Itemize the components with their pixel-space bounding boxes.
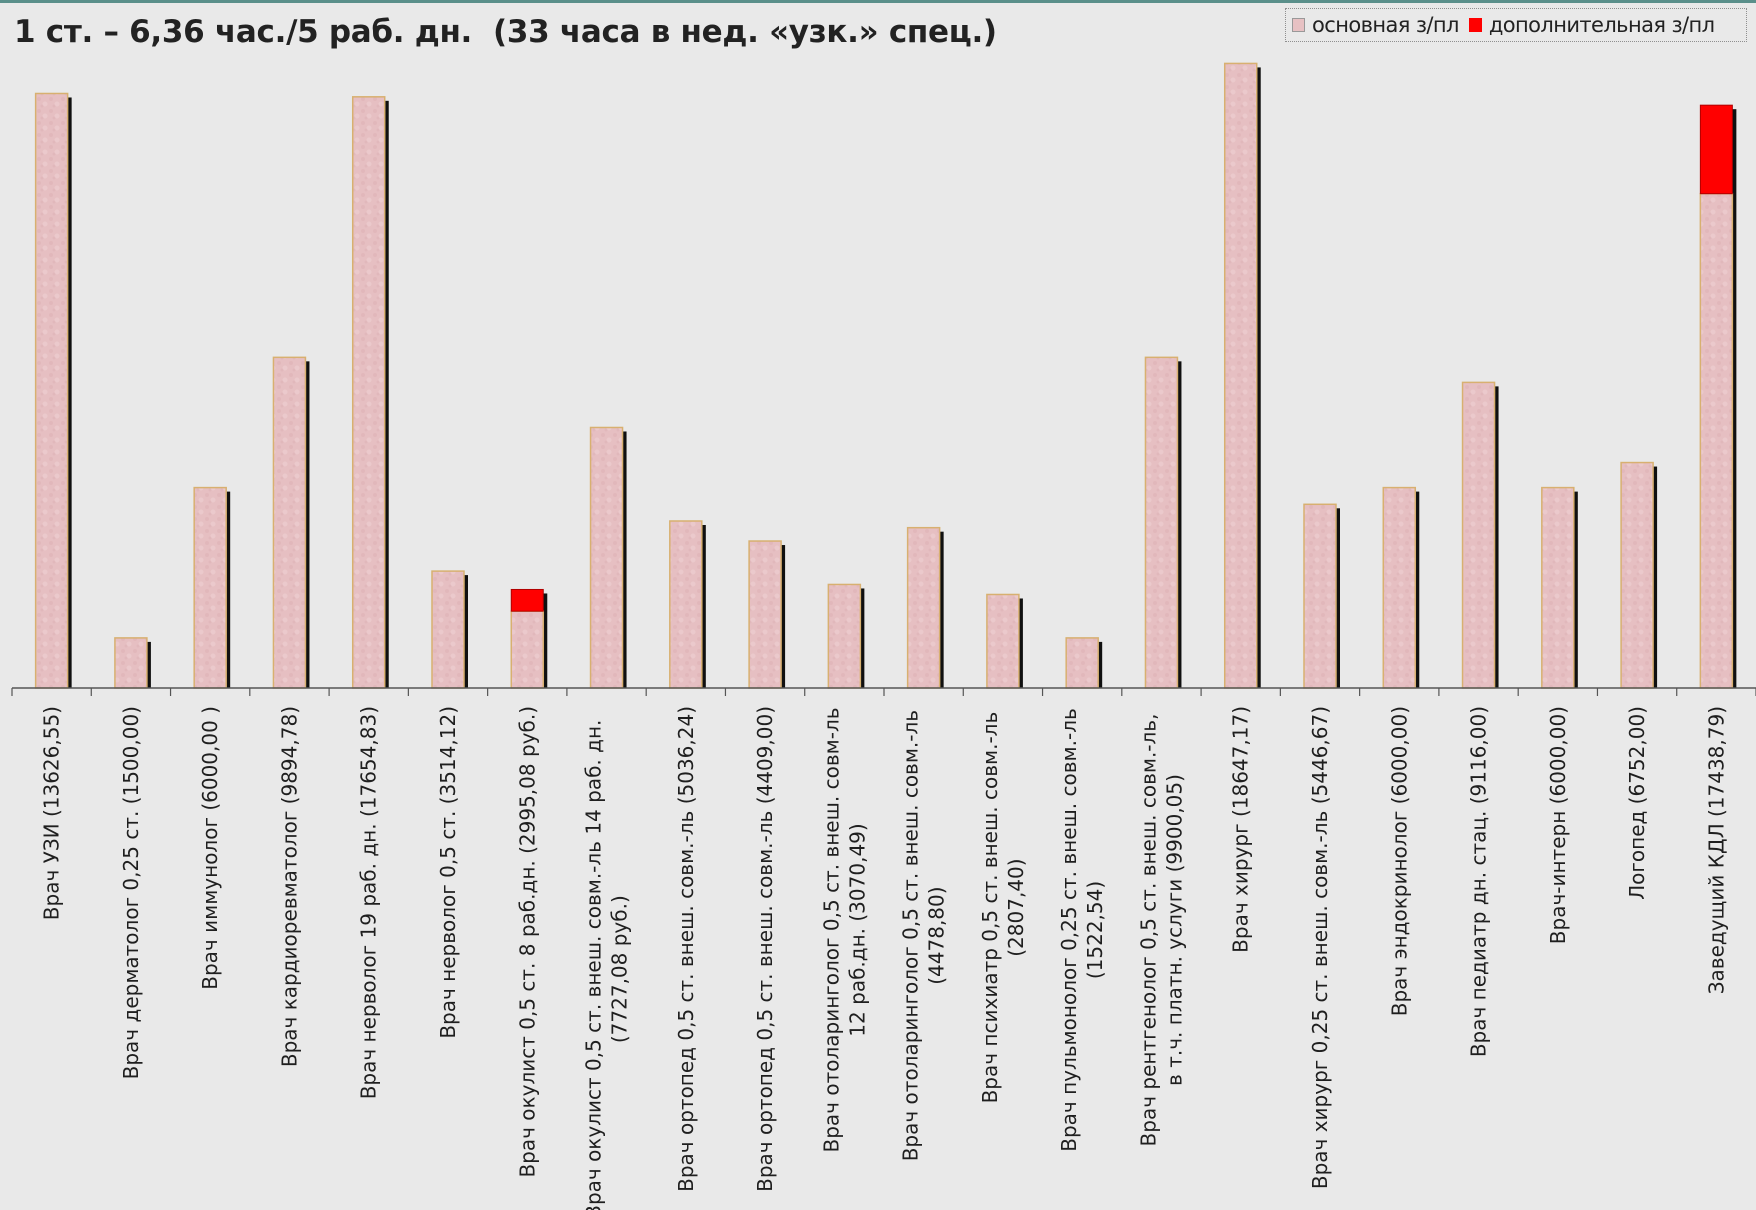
x-tick-label-line: Врач окулист 0,5 ст. внеш. совм.-ль 14 р… [582,720,606,1210]
x-tick-label: Врач хирург 0,25 ст. внеш. совм.-ль (544… [1308,706,1332,1189]
x-tick-label: Врач педиатр дн. стац. (9116,00) [1467,706,1491,1057]
bars-layer [34,62,1737,689]
x-axis [11,687,1756,696]
x-tick-label: Врач нерволог 19 раб. дн. (17654,83) [357,706,381,1099]
x-tick-label-line: Врач дерматолог 0,25 ст. (1500,00) [119,706,143,1079]
legend-swatch-additional-salary [1468,18,1482,32]
bar-main-salary [906,526,941,689]
legend-item-additional-salary: дополнительная з/пл [1468,13,1715,37]
bar-main-salary [351,96,386,689]
bar-main-salary [827,583,862,689]
bar-main-salary [1541,486,1575,689]
x-tick-label-line: Врач отоларинголог 0,5 ст. внеш. совм.-л… [899,710,923,1161]
bar-main-salary [1620,461,1654,689]
x-tick-label: Врач отоларинголог 0,5 ст. внеш. совм.-л… [899,710,949,1161]
bar-main-salary [748,540,782,689]
bar-main-salary [114,637,148,689]
x-tick-label-line: Логопед (6752,00) [1625,706,1649,900]
x-tick-label: Врач рентгенолог 0,5 ст. внеш. совм.-ль,… [1136,714,1186,1147]
x-tick-label-line: Врач УЗИ (13626,55) [40,706,64,920]
bar-main-salary [1303,503,1337,689]
bar-main-salary [510,610,545,689]
x-tick-label-line: Врач окулист 0,5 ст. 8 раб.дн. (2995,08 … [515,706,539,1178]
x-tick-label-line: Заведущий КДЛ (17438,79) [1704,706,1728,994]
bar-main-salary [1699,192,1734,689]
legend-label-main-salary: основная з/пл [1312,13,1459,37]
chart-title: 1 ст. – 6,36 час./5 раб. дн. (33 часа в … [14,14,997,50]
x-tick-label-line: Врач нерволог 19 раб. дн. (17654,83) [357,706,381,1099]
x-tick-label: Врач нерволог 0,5 ст. (3514,12) [436,706,460,1039]
x-tick-label: Врач дерматолог 0,25 ст. (1500,00) [119,706,143,1079]
x-tick-label-line: Врач хирург (18647,17) [1229,706,1253,953]
bar-main-salary [986,593,1020,689]
x-tick-label-line: Врач хирург 0,25 ст. внеш. совм.-ль (544… [1308,706,1332,1189]
bar-main-salary [1144,356,1179,689]
bar-main-salary [272,356,307,689]
bar-main-salary [1382,486,1417,689]
x-tick-label-line: Врач кардиоревматолог (9894,78) [277,706,301,1067]
x-tick-label-line: Врач-интерн (6000,00) [1546,706,1570,944]
x-tick-label: Врач хирург (18647,17) [1229,706,1253,953]
bar-main-salary [1223,62,1258,689]
x-tick-label-line: Врач педиатр дн. стац. (9116,00) [1467,706,1491,1057]
bar-main-salary [431,570,465,689]
x-tick-label-line: Врач отоларинголог 0,5 ст. внеш. совм-ль [819,707,843,1152]
x-tick-label: Врач ортопед 0,5 ст. внеш. совм.-ль (440… [753,706,777,1192]
legend-swatch-main-salary [1292,18,1305,32]
x-tick-label: Врач психиатр 0,5 ст. внеш. совм.-ль (280… [978,712,1028,1104]
x-tick-label-line: Врач пульмонолог 0,25 ст. внеш. совм.-ль [1057,708,1081,1152]
x-tick-label-line: Врач нерволог 0,5 ст. (3514,12) [436,706,460,1039]
x-tick-label-line: (7727,08 руб.) [608,895,632,1043]
bar-main-salary [193,486,227,689]
legend-item-main-salary: основная з/пл [1292,13,1459,37]
x-tick-label: Врач иммунолог (6000,00 ) [198,706,222,990]
bar-additional-salary [1699,104,1733,195]
x-tick-label: Врач ортопед 0,5 ст. внеш. совм.-ль (503… [674,706,698,1192]
x-tick-label-line: (1522,54) [1083,881,1107,979]
bar-main-salary [589,426,624,689]
x-tick-label-line: Врач иммунолог (6000,00 ) [198,706,222,990]
x-tick-label-line: (2807,40) [1004,858,1028,956]
x-tick-label-line: Врач рентгенолог 0,5 ст. внеш. совм.-ль, [1136,714,1160,1147]
x-tick-label: Врач эндокринолог (6000,00) [1387,706,1411,1016]
x-tick-label: Врач пульмонолог 0,25 ст. внеш. совм.-ль… [1057,708,1107,1152]
bar-main-salary [1065,637,1099,689]
x-tick-label-line: в т.ч. платн. услуги (9900,05) [1162,774,1186,1086]
x-tick-label-line: (4478,80) [925,886,949,984]
x-tick-label: Врач отоларинголог 0,5 ст. внеш. совм-ль… [819,707,869,1152]
x-axis-labels: Врач УЗИ (13626,55) Врач дерматолог 0,25 … [40,706,1729,1210]
x-tick-label: Врач УЗИ (13626,55) [40,706,64,920]
chart-legend: основная з/пл дополнительная з/пл [1285,8,1747,42]
bar-additional-salary [510,588,544,612]
x-tick-label: Врач-интерн (6000,00) [1546,706,1570,944]
bar-main-salary [1461,381,1496,689]
top-accent-strip [0,0,1756,3]
x-tick-label-line: Врач ортопед 0,5 ст. внеш. совм.-ль (503… [674,706,698,1192]
x-tick-label-line: Врач психиатр 0,5 ст. внеш. совм.-ль [978,712,1002,1104]
x-tick-label: Врач окулист 0,5 ст. 8 раб.дн. (2995,08 … [515,706,539,1178]
legend-label-additional-salary: дополнительная з/пл [1488,13,1715,37]
x-tick-label: Логопед (6752,00) [1625,706,1649,900]
x-tick-label: Врач окулист 0,5 ст. внеш. совм.-ль 14 р… [582,720,632,1210]
x-tick-label-line: 12 раб.дн. (3070,49) [845,823,869,1036]
x-tick-label-line: Врач ортопед 0,5 ст. внеш. совм.-ль (440… [753,706,777,1192]
bar-main-salary [669,520,703,689]
x-tick-label: Врач кардиоревматолог (9894,78) [277,706,301,1067]
x-tick-label: Заведущий КДЛ (17438,79) [1704,706,1728,994]
bar-main-salary [34,92,69,689]
x-tick-label-line: Врач эндокринолог (6000,00) [1387,706,1411,1016]
